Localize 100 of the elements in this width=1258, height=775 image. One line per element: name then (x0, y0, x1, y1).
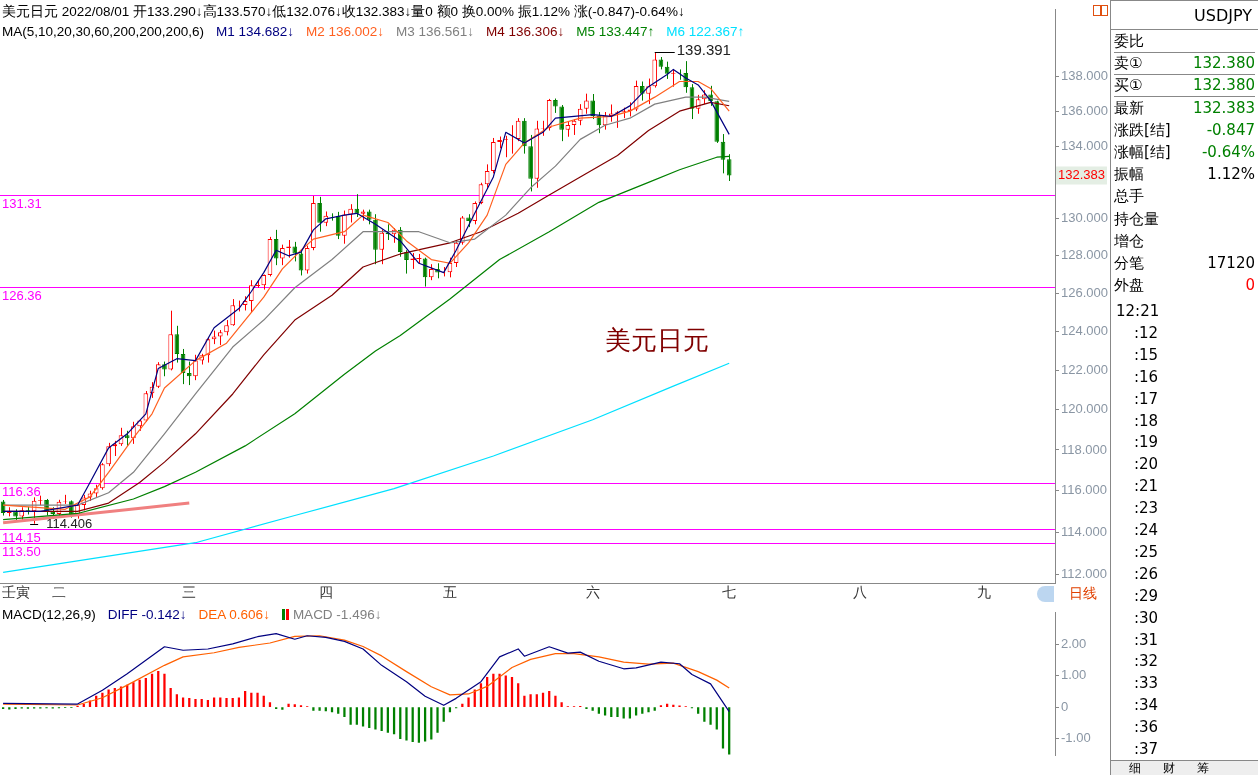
x-tick-label: 七 (722, 584, 737, 601)
bar (610, 707, 613, 717)
text: :21 (1133, 476, 1160, 498)
text: 细 (1129, 761, 1141, 775)
bar (560, 702, 563, 708)
category-label: 卖① (1114, 54, 1143, 73)
candlestick (342, 210, 347, 245)
bar (417, 707, 421, 743)
bar (188, 698, 191, 708)
y-tick-label: 138.000 (1061, 67, 1108, 83)
bar (231, 698, 234, 708)
bar (628, 707, 632, 719)
x-tick-label: 五 (442, 584, 457, 601)
candlestick (404, 249, 409, 275)
bar (504, 675, 507, 708)
bar (448, 707, 452, 713)
text: -0.64% (1201, 143, 1255, 161)
y-tick-label: 130.000 (1061, 210, 1108, 226)
text: 132.383 (1058, 167, 1105, 183)
text: :31 (1133, 629, 1160, 651)
category-label: 外盘 (1114, 276, 1144, 295)
y-tick-label: 128.000 (1061, 247, 1108, 263)
text: 17120 (1207, 254, 1255, 272)
bar (281, 707, 284, 710)
candlestick (590, 93, 595, 120)
x-tick-label: 六 (585, 584, 600, 601)
bar (647, 707, 650, 713)
y-tick-label: 1.00 (1061, 667, 1087, 683)
bar (374, 707, 377, 730)
candlestick (230, 298, 236, 327)
text: :29 (1133, 585, 1160, 607)
candlestick (522, 117, 527, 155)
category-label: 总手 (1114, 187, 1144, 206)
category-label: 增仓 (1114, 231, 1144, 250)
bar (591, 707, 594, 711)
y-tick-label: 134.000 (1061, 138, 1108, 154)
category-label: 最新 (1114, 98, 1144, 117)
text: -0.847 (1206, 120, 1255, 139)
text: :37 (1133, 739, 1160, 760)
bar (535, 694, 538, 708)
annotation: 139.391 (676, 40, 731, 58)
text: :34 (1133, 695, 1160, 717)
bar (175, 694, 178, 708)
ref-line-label: 131.31 (2, 195, 42, 211)
candlestick (292, 241, 298, 262)
y-tick-label: 2.00 (1061, 635, 1087, 651)
bar (256, 692, 259, 708)
category-label: 分笔 (1114, 254, 1144, 272)
text: DIFF -0.142↓ (107, 607, 187, 622)
annotation: 美元日元 (605, 325, 709, 356)
bar (330, 707, 334, 713)
text: :15 (1133, 344, 1160, 366)
candlestick (515, 117, 521, 142)
candlestick (335, 211, 341, 240)
text: :16 (1133, 366, 1160, 388)
text: 132.380 (1192, 76, 1255, 95)
text: M1 134.682↓ (215, 24, 294, 39)
bar (287, 703, 290, 708)
bar (597, 707, 600, 714)
bar (523, 695, 526, 708)
bar (293, 704, 296, 708)
bar (181, 697, 185, 708)
bar (107, 689, 110, 708)
annotation: 114.406 (46, 516, 93, 532)
text: USDJPY (1111, 0, 1258, 30)
ref-line-label: 113.50 (2, 543, 41, 559)
candlestick (100, 462, 105, 491)
ref-line-label: 114.15 (2, 529, 41, 545)
text: :32 (1133, 651, 1160, 673)
category-label: 涨跌[结] (1114, 120, 1171, 139)
text: 日线 (1069, 584, 1097, 601)
bar (653, 707, 656, 711)
bar (343, 707, 346, 717)
x-tick-label: 四 (318, 584, 333, 601)
bar (194, 698, 197, 708)
bar (436, 707, 439, 733)
x-tick-label: 二 (51, 584, 66, 601)
y-tick-label: 118.000 (1061, 441, 1108, 457)
bar (467, 697, 470, 708)
bar (622, 707, 625, 719)
candlestick (304, 245, 310, 275)
text: :26 (1133, 563, 1160, 585)
candlestick (106, 442, 111, 467)
text: M3 136.561↓ (396, 24, 475, 39)
text: M6 122.367↑ (666, 24, 745, 39)
bar (715, 707, 718, 730)
category-label: 振幅 (1114, 165, 1144, 184)
bar (219, 697, 222, 708)
bar (430, 707, 433, 740)
x-tick-label: 三 (182, 584, 197, 601)
category-label: 委比 (1114, 32, 1144, 50)
candlestick (584, 93, 589, 115)
category-label: 涨幅[结] (1114, 143, 1171, 161)
bar (405, 707, 408, 741)
candlestick (559, 104, 564, 142)
bar (212, 697, 216, 708)
ref-line-label: 116.36 (2, 483, 41, 499)
chart-title: 美元日元 2022/08/01 开133.290↓高133.570↓低132.076↓收132.383↓量0 额0 换0.00% 振1.12% 涨(-0.847)-0.64%↓ (2, 4, 685, 19)
bar (442, 707, 445, 722)
candlestick (317, 196, 322, 233)
